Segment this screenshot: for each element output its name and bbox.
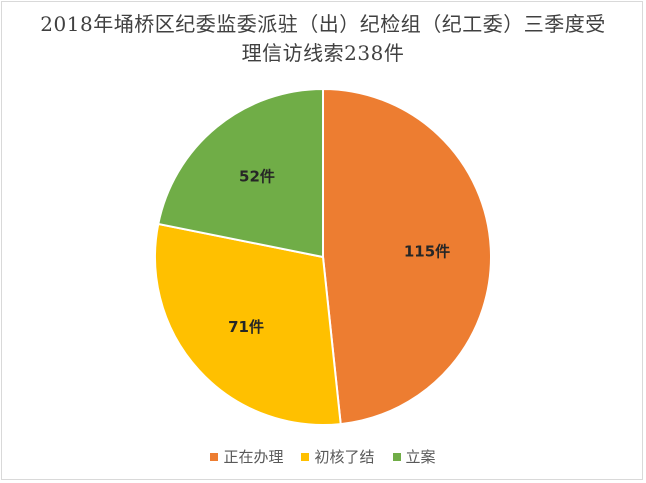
- slice-case-filed: [157, 87, 324, 259]
- slice-in-progress: [322, 87, 492, 426]
- pie-slices: [154, 87, 492, 426]
- legend-item: 立案: [392, 447, 436, 467]
- legend-label: 正在办理: [223, 448, 284, 466]
- data-label: 115件: [404, 243, 450, 261]
- chart-title: 2018年埇桥区纪委监委派驻（出）纪检组（纪工委）三季度受理信访线索238件: [40, 12, 606, 65]
- legend-item: 正在办理: [210, 447, 283, 467]
- legend-item: 初核了结: [301, 447, 375, 467]
- data-label: 52件: [239, 167, 275, 185]
- legend-swatch: [210, 453, 219, 461]
- chart-legend: 正在办理 初核了结 立案: [0, 447, 646, 467]
- legend-swatch: [392, 453, 401, 461]
- legend-label: 初核了结: [314, 448, 375, 466]
- data-label: 71件: [228, 318, 264, 336]
- legend-label: 立案: [405, 448, 436, 466]
- slice-preliminary-closed: [154, 222, 342, 426]
- legend-swatch: [301, 453, 310, 461]
- pie-data-labels: 115件 71件 52件: [228, 167, 450, 336]
